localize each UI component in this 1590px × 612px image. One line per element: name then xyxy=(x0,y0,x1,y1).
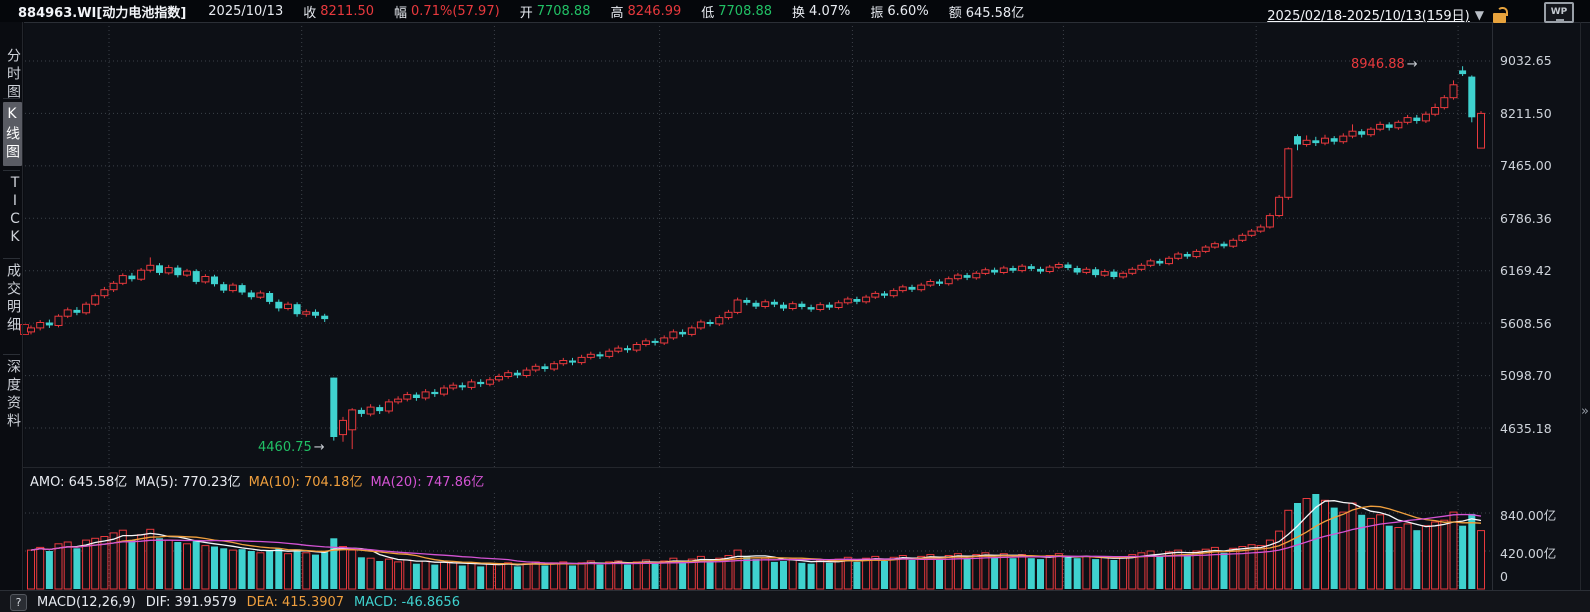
price-axis-label: 8211.50 xyxy=(1500,106,1552,121)
period-low-annotation: 4460.75 → xyxy=(258,440,325,455)
trade-date: 2025/10/13 xyxy=(208,3,284,19)
chevron-down-icon[interactable]: ▼ xyxy=(1474,7,1484,22)
sidebar-divider xyxy=(3,258,20,259)
amo-value: AMO: 645.58亿 xyxy=(30,475,128,490)
volume-axis-label: 840.00亿 xyxy=(1500,508,1557,523)
unlock-icon[interactable] xyxy=(1493,6,1508,23)
sidebar-item-intraday[interactable]: 分时图 xyxy=(5,48,21,102)
price-axis-label: 5098.70 xyxy=(1500,368,1552,383)
date-range-selector[interactable]: 2025/02/18-2025/10/13(159日) ▼ xyxy=(1267,5,1508,24)
field-amplitude: 振 6.60% xyxy=(870,3,929,21)
open-value: 7708.88 xyxy=(536,3,591,19)
macd-dea-value: DEA: 415.3907 xyxy=(246,594,345,610)
close-value: 8211.50 xyxy=(320,3,374,19)
field-amount: 额 645.58亿 xyxy=(949,2,1025,21)
chart-plot-area[interactable] xyxy=(22,22,1493,590)
amplitude-value: 6.60% xyxy=(887,3,929,19)
price-axis-column xyxy=(1492,22,1581,590)
wp-icon-stand xyxy=(1556,19,1564,22)
turnover-value: 4.07% xyxy=(809,3,851,19)
volume-legend-row: AMO: 645.58亿 MA(5): 770.23亿 MA(10): 704.… xyxy=(22,467,1492,493)
period-high-annotation: 8946.88 → xyxy=(1351,57,1418,72)
instrument-code: 884963.WI[动力电池指数] xyxy=(18,5,187,21)
price-axis-label: 9032.65 xyxy=(1500,53,1552,68)
field-low: 低 7708.88 xyxy=(701,3,773,21)
macd-dif-value: DIF: 391.9579 xyxy=(145,594,237,610)
date-range-text[interactable]: 2025/02/18-2025/10/13(159日) xyxy=(1267,9,1470,24)
sidebar-item-tick[interactable]: TICK xyxy=(7,175,23,247)
wind-wp-icon[interactable]: WP xyxy=(1544,2,1574,23)
price-axis-label: 6169.42 xyxy=(1500,263,1552,278)
price-axis-label: 5608.56 xyxy=(1500,316,1552,331)
sidebar-divider xyxy=(3,354,20,355)
high-value: 8246.99 xyxy=(627,3,682,19)
sidebar-divider xyxy=(3,170,20,171)
macd-status-bar: ? MACD(12,26,9) DIF: 391.9579 DEA: 415.3… xyxy=(0,590,1590,612)
help-icon[interactable]: ? xyxy=(10,593,27,611)
sidebar-item-kline[interactable]: K线图 xyxy=(3,102,22,166)
macd-macd-value: MACD: -46.8656 xyxy=(354,594,460,610)
field-open: 开 7708.88 xyxy=(519,3,591,21)
price-axis-label: 4635.18 xyxy=(1500,421,1552,436)
low-value: 7708.88 xyxy=(718,3,773,19)
kline-chart-canvas[interactable] xyxy=(23,22,1493,590)
chart-mode-sidebar: 分时图 K线图 TICK 成交明细 深度资料 xyxy=(0,22,24,612)
change-value: 0.71%(57.97) xyxy=(411,3,500,19)
field-change: 幅 0.71%(57.97) xyxy=(394,3,500,21)
sidebar-item-transactions[interactable]: 成交明细 xyxy=(5,263,21,335)
right-edge-strip xyxy=(1580,22,1590,612)
volume-axis-label: 0 xyxy=(1500,569,1508,584)
amount-value: 645.58亿 xyxy=(965,5,1025,21)
field-close: 收 8211.50 xyxy=(303,3,374,21)
volume-ma20-value: MA(20): 747.86亿 xyxy=(370,475,485,490)
arrow-right-icon: → xyxy=(1406,57,1418,72)
sidebar-item-depth-data[interactable]: 深度资料 xyxy=(5,359,21,431)
field-turnover: 换 4.07% xyxy=(792,3,851,21)
arrow-right-icon: → xyxy=(313,440,325,455)
price-axis-label: 7465.00 xyxy=(1500,158,1552,173)
price-axis-label: 6786.36 xyxy=(1500,211,1552,226)
sidebar-divider xyxy=(3,98,20,99)
volume-ma5-value: MA(5): 770.23亿 xyxy=(135,475,241,490)
volume-ma10-value: MA(10): 704.18亿 xyxy=(248,475,363,490)
field-high: 高 8246.99 xyxy=(610,3,682,21)
expand-panel-icon[interactable]: » xyxy=(1581,404,1589,419)
macd-params: MACD(12,26,9) xyxy=(37,594,136,610)
volume-axis-label: 420.00亿 xyxy=(1500,546,1557,561)
